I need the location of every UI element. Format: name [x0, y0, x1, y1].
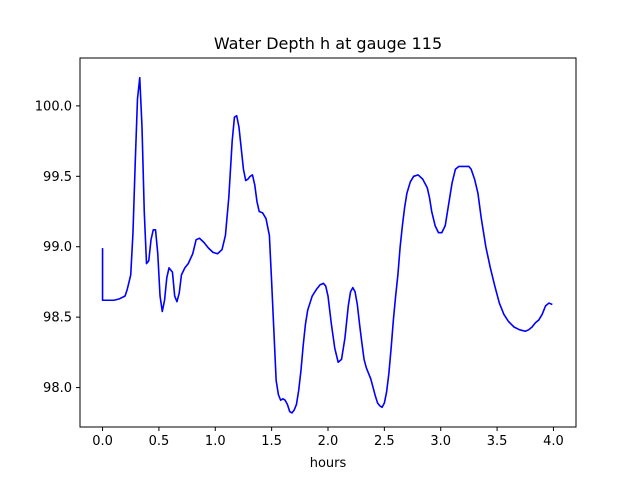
y-tick-label: 100.0	[35, 99, 72, 114]
x-tick-label: 0.0	[92, 434, 113, 449]
x-axis-label: hours	[310, 456, 347, 471]
x-tick-label: 1.5	[261, 434, 282, 449]
x-tick-label: 0.5	[149, 434, 170, 449]
y-tick-label: 99.0	[43, 240, 72, 255]
y-tick-label: 98.5	[43, 311, 72, 326]
x-tick-label: 4.0	[543, 434, 564, 449]
series-line-0	[101, 76, 553, 414]
x-tick-label: 3.0	[430, 434, 451, 449]
x-tick-label: 2.5	[374, 434, 395, 449]
x-tick-label: 2.0	[318, 434, 339, 449]
x-tick-label: 1.0	[205, 434, 226, 449]
y-tick-label: 98.0	[43, 381, 72, 396]
chart-title: Water Depth h at gauge 115	[214, 34, 442, 53]
x-axis-ticks: 0.0 0.5 1.0 1.5 2.0 2.5 3.0 3.5 4.0	[92, 427, 564, 449]
y-axis-ticks: 98.0 98.5 99.0 99.5 100.0	[35, 99, 80, 396]
y-tick-label: 99.5	[43, 170, 72, 185]
x-tick-label: 3.5	[487, 434, 508, 449]
